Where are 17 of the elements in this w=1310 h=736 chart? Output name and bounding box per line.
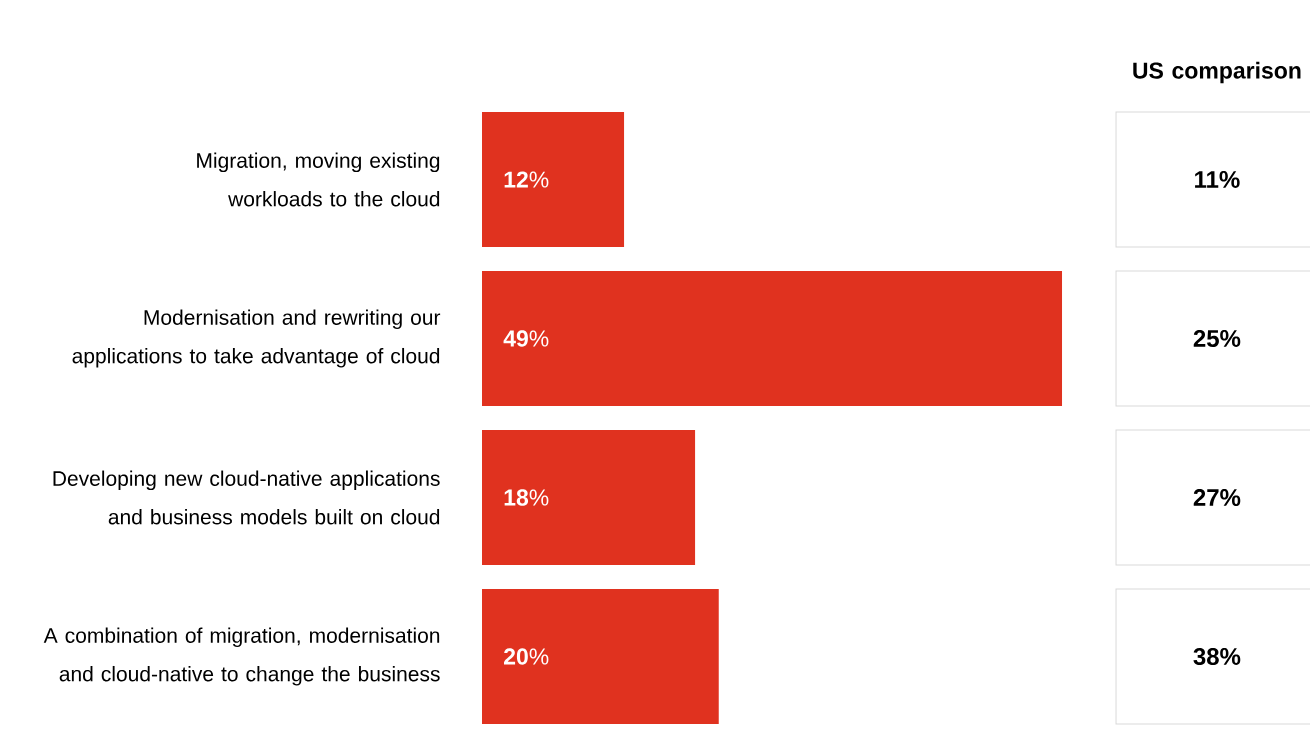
data-label: 25% [1193, 329, 1241, 347]
y-tick-label: Migration, moving existing workloads to the cloud [197, 152, 440, 207]
data-label: 18% [504, 489, 549, 506]
data-label: 12% [504, 171, 549, 188]
bar [482, 588, 719, 725]
y-tick-label: Developing new cloud-native applications and business models built on cloud [53, 470, 440, 525]
data-label: 49% [503, 330, 549, 347]
data-label: 27% [1193, 489, 1241, 506]
data-label: 20% [504, 648, 549, 665]
y-tick-label: A combination of migration, modernisation and cloud-native to change the business [43, 627, 440, 686]
y-tick-label: Modernisation and rewriting our applications to take advantage of cloud [72, 309, 441, 368]
text: US comparison [1133, 61, 1301, 84]
data-label: 38% [1193, 647, 1241, 666]
bar [482, 270, 1063, 407]
bar [482, 111, 625, 248]
data-label: 11% [1195, 171, 1240, 188]
bar [482, 429, 696, 566]
